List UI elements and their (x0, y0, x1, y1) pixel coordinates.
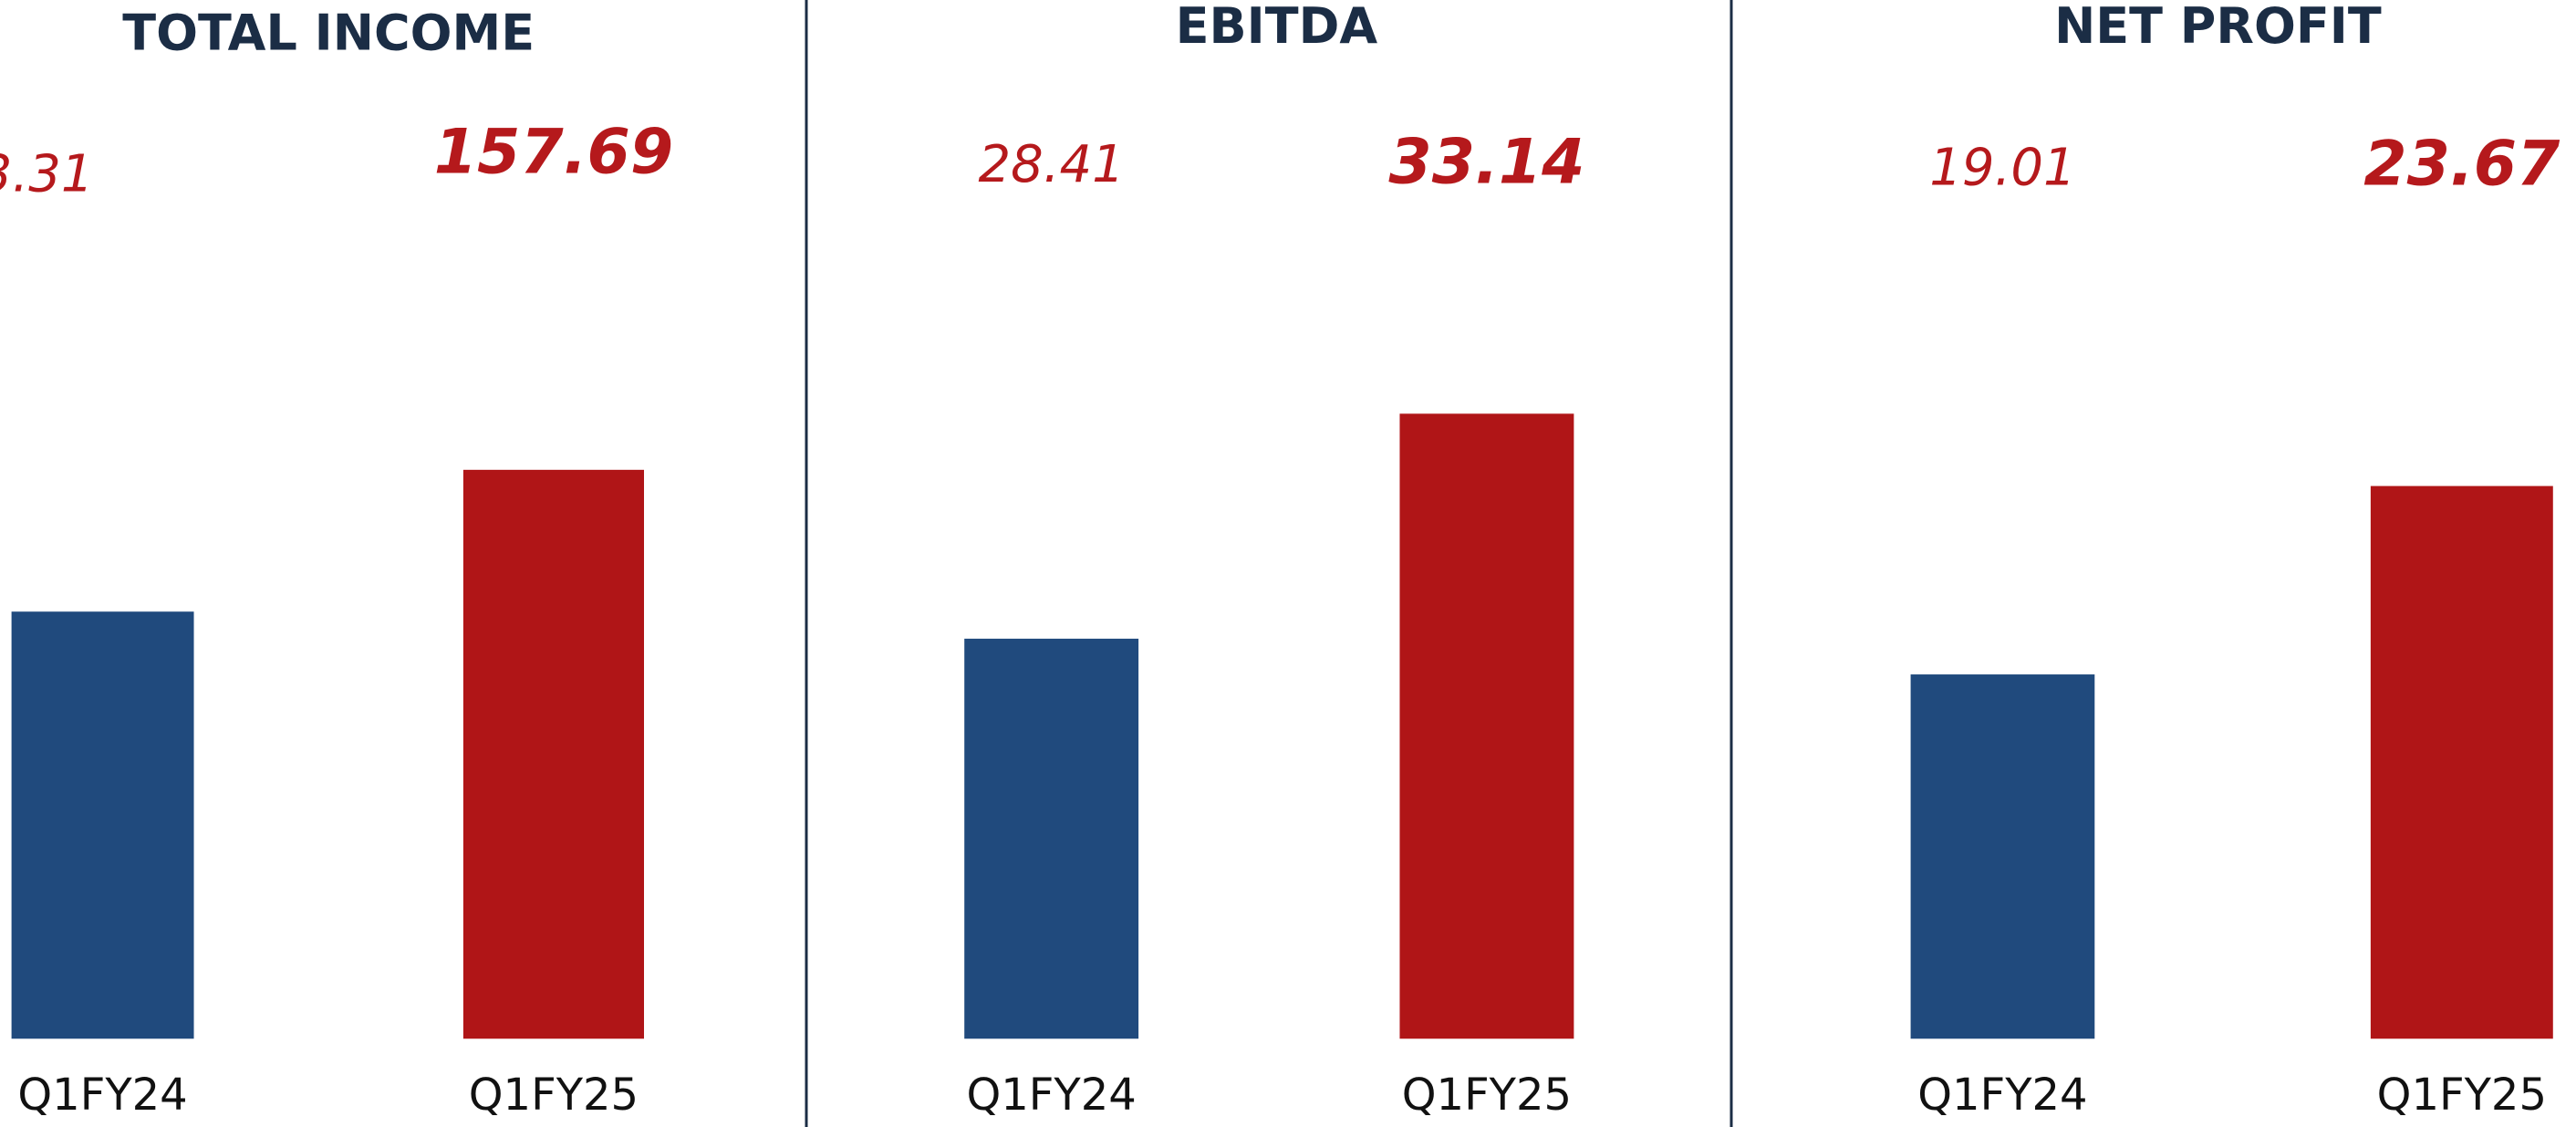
value-label: 23.67 (2363, 128, 2560, 200)
chart-title: TOTAL INCOME (122, 4, 535, 61)
chart-title: NET PROFIT (2054, 0, 2382, 55)
x-tick-label: Q1FY24 (17, 1070, 187, 1121)
x-tick-label: Q1FY25 (2377, 1070, 2547, 1121)
value-label: 19.01 (1929, 138, 2075, 197)
bar (1910, 674, 2095, 1039)
bar (964, 638, 1139, 1039)
bar (2370, 485, 2553, 1039)
value-label: 157.69 (434, 117, 673, 189)
value-label: 33.14 (1388, 126, 1584, 198)
chart-title: EBITDA (1176, 0, 1378, 55)
bar (1399, 413, 1574, 1039)
x-tick-label: Q1FY24 (966, 1070, 1136, 1121)
bar (462, 469, 644, 1039)
value-label: 28.41 (978, 135, 1124, 194)
value-label: 143.31 (0, 145, 93, 204)
x-tick-label: Q1FY25 (1402, 1070, 1572, 1121)
x-tick-label: Q1FY25 (469, 1070, 639, 1121)
x-tick-label: Q1FY24 (1917, 1070, 2087, 1121)
bar (11, 611, 194, 1039)
